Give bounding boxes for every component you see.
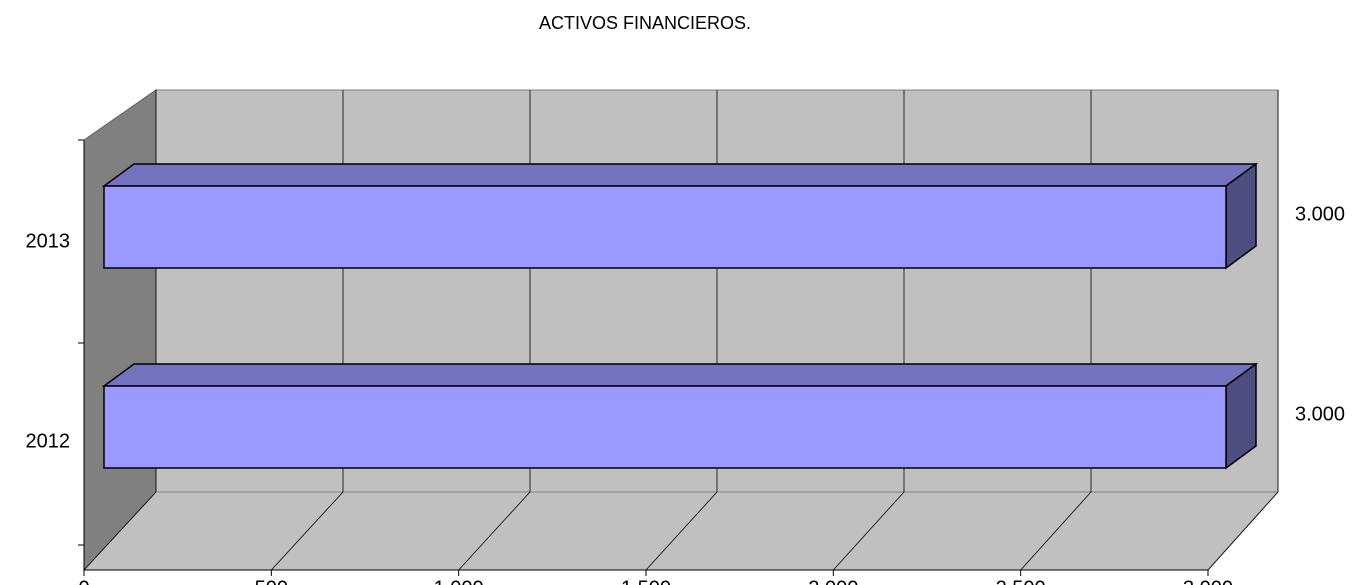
floor-grid-line (645, 491, 718, 571)
bar-top (101, 163, 1259, 187)
floor-grid-line (271, 491, 344, 571)
bar-top (101, 363, 1259, 387)
x-tick-label: 3.000 (1183, 577, 1233, 585)
floor-grid-line (1207, 491, 1279, 571)
value-label: 3.000 (1295, 203, 1345, 225)
floor-grid-line (1020, 491, 1092, 571)
side-wall (83, 89, 157, 572)
chart-title: ACTIVOS FINANCIEROS. (539, 13, 751, 33)
bar (103, 385, 1227, 469)
x-tick-label: 1.500 (621, 577, 671, 585)
floor-grid-line (458, 491, 531, 571)
value-label: 3.000 (1295, 403, 1345, 425)
y-tick-label: 2013 (26, 230, 71, 252)
x-tick-label: 1.000 (434, 577, 484, 585)
bar (103, 185, 1227, 269)
floor-grid-line (83, 491, 157, 571)
x-tick-label: 0 (78, 577, 89, 585)
x-tick-label: 500 (255, 577, 288, 585)
floor-grid-line (833, 491, 905, 571)
x-tick-label: 2.500 (996, 577, 1046, 585)
y-tick-label: 2012 (26, 430, 71, 452)
x-tick-label: 2.000 (808, 577, 858, 585)
